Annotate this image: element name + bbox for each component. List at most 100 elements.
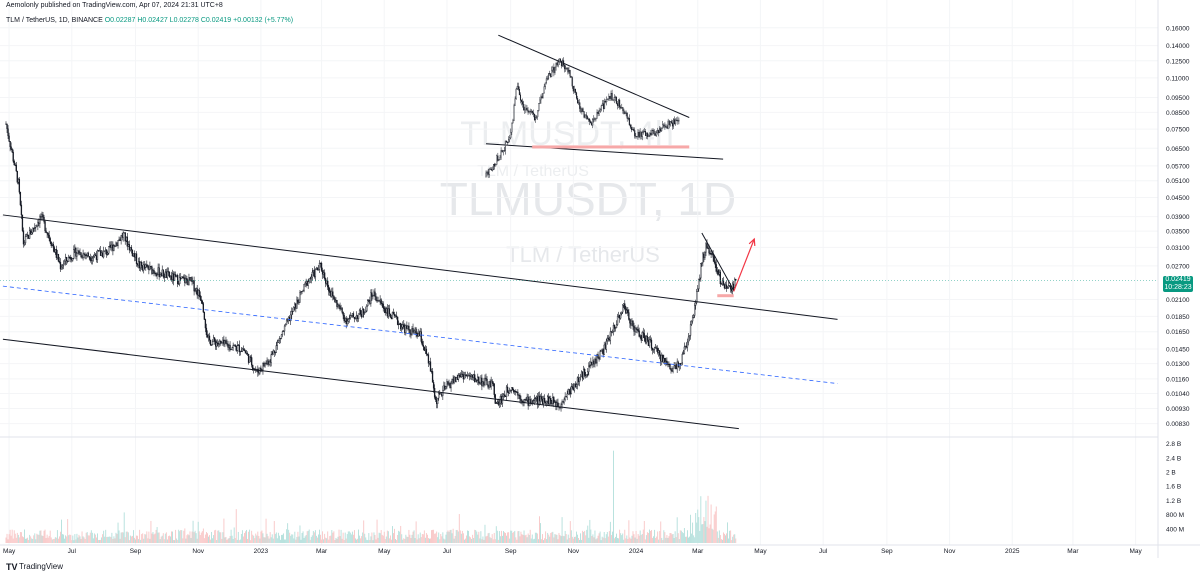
volume-bar <box>675 537 677 543</box>
volume-bar <box>73 540 75 543</box>
volume-bar <box>338 529 340 543</box>
candle-body <box>431 371 434 383</box>
inset-support-zone <box>532 145 690 149</box>
inset-candle-body <box>574 88 576 93</box>
volume-bar <box>32 538 34 543</box>
candle-body <box>574 383 577 387</box>
candle-body <box>96 250 99 260</box>
volume-bar <box>173 539 174 543</box>
candle-body <box>727 285 730 288</box>
volume-bar <box>521 534 523 543</box>
candle-body <box>387 308 390 317</box>
volume-bar <box>257 531 259 543</box>
volume-bar <box>26 538 28 543</box>
price-tick-label: 0.02700 <box>1166 263 1190 270</box>
volume-bar <box>408 529 410 543</box>
candle-body <box>591 361 593 365</box>
volume-bar <box>135 539 136 543</box>
volume-bar <box>63 534 65 543</box>
candle-body <box>102 250 105 258</box>
candle-body <box>692 315 695 318</box>
candle-body <box>280 334 283 339</box>
candle-body <box>595 358 597 364</box>
volume-bar <box>387 531 389 543</box>
inset-candle-body <box>542 92 544 99</box>
volume-bar <box>599 531 601 543</box>
candle-body <box>491 380 493 383</box>
inset-candle-body <box>642 131 644 133</box>
volume-bar <box>436 531 438 543</box>
inset-candle-body <box>513 105 515 121</box>
volume-bar <box>296 536 298 543</box>
candle-body <box>149 265 151 270</box>
inset-candle-body <box>556 62 558 66</box>
volume-bar <box>627 538 629 543</box>
candle-body <box>552 397 554 405</box>
inset-candle-body <box>535 116 537 121</box>
candle-body <box>369 299 371 304</box>
tradingview-wordmark[interactable]: TradingView <box>19 562 64 571</box>
volume-bar <box>719 535 721 543</box>
volume-bar <box>607 536 609 543</box>
candle-body <box>725 284 728 289</box>
volume-bar <box>571 536 573 543</box>
candle-body <box>451 379 453 384</box>
volume-bar <box>91 532 93 543</box>
volume-bar <box>161 535 163 543</box>
volume-bar <box>115 532 117 543</box>
candle-body <box>95 255 98 260</box>
volume-bar <box>265 518 267 543</box>
candle-body <box>50 241 52 246</box>
candle-body <box>269 361 271 363</box>
price-axis-ticks[interactable]: 0.160000.140000.125000.110000.095000.085… <box>1166 25 1190 428</box>
volume-bar <box>389 535 391 543</box>
candle-body <box>233 344 235 346</box>
candle-body <box>94 254 97 256</box>
candle-body <box>199 295 201 300</box>
candle-body <box>159 274 161 277</box>
candle-body <box>312 270 314 273</box>
inset-candle-body <box>497 155 499 161</box>
volume-bar <box>346 534 348 543</box>
volume-bar <box>203 538 205 543</box>
time-axis-ticks[interactable]: May Jul Sep Nov 2023 Mar May Jul Sep Nov 2024 Mar Ma… <box>3 548 1143 555</box>
inset-candle-body <box>637 132 639 137</box>
volume-bar <box>717 537 719 543</box>
candle-body <box>108 246 110 254</box>
inset-candle-body <box>544 82 546 87</box>
candle-body <box>462 374 465 380</box>
inset-candle-body <box>489 168 491 170</box>
volume-bar <box>541 539 542 543</box>
volume-bar <box>260 531 262 543</box>
inset-candle-body <box>539 99 541 104</box>
candle-body <box>691 317 694 322</box>
inset-candle-body <box>560 60 562 67</box>
volume-bar <box>171 531 172 543</box>
inset-candle-body <box>491 169 493 171</box>
volume-bar <box>406 536 408 543</box>
volume-bar <box>398 530 400 543</box>
candle-body <box>383 307 385 309</box>
symbol-legend[interactable]: TLM / TetherUS, 1D, BINANCE O0.02287 H0.… <box>6 17 293 24</box>
inset-candle-body <box>532 112 534 115</box>
candle-body <box>426 353 429 355</box>
inset-candle-body <box>571 77 573 87</box>
volume-bar <box>680 530 682 543</box>
candle-body <box>436 399 438 404</box>
volume-bar <box>287 523 289 543</box>
volume-bar <box>503 531 504 543</box>
volume-bar <box>433 529 435 543</box>
candle-body <box>154 272 156 274</box>
volume-bar <box>407 536 409 543</box>
volume-bar <box>583 532 585 543</box>
candle-body <box>43 217 45 222</box>
inset-candle-body <box>674 119 676 125</box>
inset-candle-body <box>611 93 613 101</box>
volume-bar <box>504 532 505 543</box>
volume-bar <box>299 525 301 543</box>
candle-body <box>681 353 683 364</box>
volume-bar <box>611 531 613 543</box>
candle-body <box>141 262 143 266</box>
inset-candle-body <box>514 98 516 106</box>
